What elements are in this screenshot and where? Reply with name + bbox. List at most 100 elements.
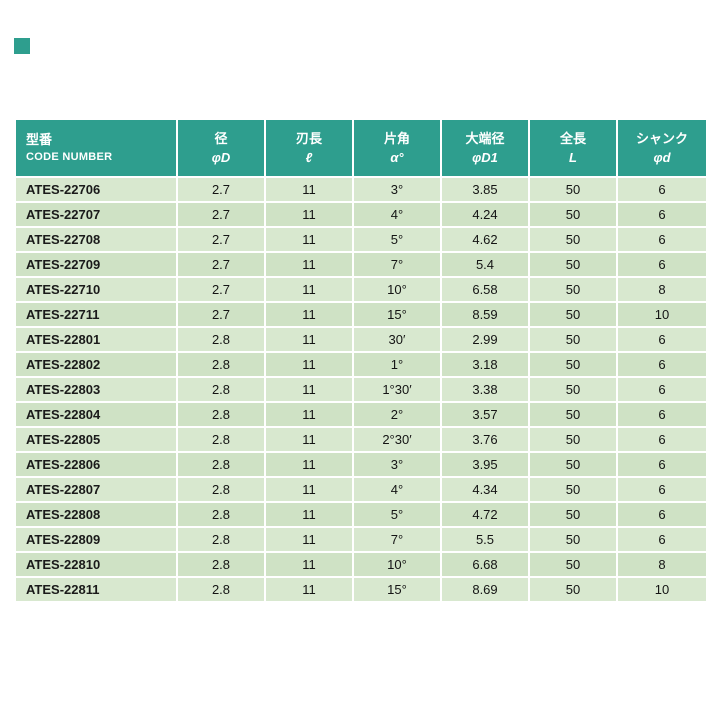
value-cell: 2.8 xyxy=(176,451,266,478)
value-cell: 15° xyxy=(352,576,442,603)
value-cell: 2° xyxy=(352,401,442,428)
value-cell: 11 xyxy=(264,576,354,603)
value-cell: 50 xyxy=(528,526,618,553)
header-flute-length-jp: 刃長 xyxy=(295,130,322,146)
value-cell: 2.7 xyxy=(176,176,266,203)
header-code-number: 型番 CODE NUMBER xyxy=(14,118,178,178)
code-number-cell: ATES-22804 xyxy=(14,401,178,428)
value-cell: 2.7 xyxy=(176,276,266,303)
value-cell: 6 xyxy=(616,351,708,378)
code-number-cell: ATES-22806 xyxy=(14,451,178,478)
value-cell: 11 xyxy=(264,226,354,253)
value-cell: 6 xyxy=(616,376,708,403)
value-cell: 4.72 xyxy=(440,501,530,528)
table-row: ATES-22806 2.8 11 3° 3.95 50 6 xyxy=(14,451,708,478)
value-cell: 8 xyxy=(616,551,708,578)
value-cell: 15° xyxy=(352,301,442,328)
value-cell: 2.8 xyxy=(176,401,266,428)
code-number-cell: ATES-22801 xyxy=(14,326,178,353)
table-row: ATES-22711 2.7 11 15° 8.59 50 10 xyxy=(14,301,708,328)
table-row: ATES-22805 2.8 11 2°30′ 3.76 50 6 xyxy=(14,426,708,453)
header-overall-length: 全長 L xyxy=(528,118,618,178)
header-code-sub: CODE NUMBER xyxy=(26,150,113,163)
value-cell: 11 xyxy=(264,476,354,503)
code-number-cell: ATES-22710 xyxy=(14,276,178,303)
table-row: ATES-22808 2.8 11 5° 4.72 50 6 xyxy=(14,501,708,528)
header-half-angle: 片角 α° xyxy=(352,118,442,178)
header-code-jp: 型番 xyxy=(26,132,53,148)
header-overall-length-jp: 全長 xyxy=(559,130,586,146)
value-cell: 2.8 xyxy=(176,326,266,353)
code-number-cell: ATES-22805 xyxy=(14,426,178,453)
value-cell: 11 xyxy=(264,401,354,428)
value-cell: 3.18 xyxy=(440,351,530,378)
value-cell: 50 xyxy=(528,276,618,303)
value-cell: 3.57 xyxy=(440,401,530,428)
value-cell: 50 xyxy=(528,351,618,378)
table-row: ATES-22804 2.8 11 2° 3.57 50 6 xyxy=(14,401,708,428)
value-cell: 1°30′ xyxy=(352,376,442,403)
value-cell: 11 xyxy=(264,251,354,278)
value-cell: 11 xyxy=(264,376,354,403)
value-cell: 2.7 xyxy=(176,301,266,328)
value-cell: 5.4 xyxy=(440,251,530,278)
code-number-cell: ATES-22809 xyxy=(14,526,178,553)
value-cell: 50 xyxy=(528,451,618,478)
table-row: ATES-22708 2.7 11 5° 4.62 50 6 xyxy=(14,226,708,253)
header-large-end-diameter: 大端径 φD1 xyxy=(440,118,530,178)
value-cell: 4.34 xyxy=(440,476,530,503)
value-cell: 30′ xyxy=(352,326,442,353)
code-number-cell: ATES-22711 xyxy=(14,301,178,328)
table-row: ATES-22810 2.8 11 10° 6.68 50 8 xyxy=(14,551,708,578)
table-row: ATES-22706 2.7 11 3° 3.85 50 6 xyxy=(14,176,708,203)
header-large-end-diameter-sub: φD1 xyxy=(472,149,498,165)
code-number-cell: ATES-22707 xyxy=(14,201,178,228)
value-cell: 6.68 xyxy=(440,551,530,578)
value-cell: 4° xyxy=(352,201,442,228)
value-cell: 5° xyxy=(352,226,442,253)
value-cell: 6 xyxy=(616,326,708,353)
value-cell: 2.7 xyxy=(176,251,266,278)
value-cell: 11 xyxy=(264,276,354,303)
value-cell: 4.24 xyxy=(440,201,530,228)
value-cell: 6 xyxy=(616,451,708,478)
code-number-cell: ATES-22811 xyxy=(14,576,178,603)
value-cell: 6 xyxy=(616,201,708,228)
value-cell: 10 xyxy=(616,301,708,328)
table-row: ATES-22710 2.7 11 10° 6.58 50 8 xyxy=(14,276,708,303)
value-cell: 11 xyxy=(264,551,354,578)
value-cell: 11 xyxy=(264,501,354,528)
value-cell: 1° xyxy=(352,351,442,378)
value-cell: 50 xyxy=(528,251,618,278)
value-cell: 2.99 xyxy=(440,326,530,353)
value-cell: 3.85 xyxy=(440,176,530,203)
value-cell: 5.5 xyxy=(440,526,530,553)
spec-table: 型番 CODE NUMBER 径 φD 刃長 ℓ 片角 α° 大端径 φD1 全… xyxy=(14,118,708,603)
value-cell: 2.7 xyxy=(176,201,266,228)
value-cell: 50 xyxy=(528,201,618,228)
value-cell: 11 xyxy=(264,326,354,353)
value-cell: 6 xyxy=(616,176,708,203)
value-cell: 3.38 xyxy=(440,376,530,403)
code-number-cell: ATES-22709 xyxy=(14,251,178,278)
value-cell: 6.58 xyxy=(440,276,530,303)
value-cell: 11 xyxy=(264,451,354,478)
code-number-cell: ATES-22808 xyxy=(14,501,178,528)
header-half-angle-sub: α° xyxy=(390,149,404,165)
value-cell: 50 xyxy=(528,401,618,428)
value-cell: 7° xyxy=(352,251,442,278)
value-cell: 11 xyxy=(264,301,354,328)
table-row: ATES-22709 2.7 11 7° 5.4 50 6 xyxy=(14,251,708,278)
value-cell: 4.62 xyxy=(440,226,530,253)
value-cell: 6 xyxy=(616,526,708,553)
header-overall-length-sub: L xyxy=(569,149,577,165)
value-cell: 11 xyxy=(264,526,354,553)
value-cell: 50 xyxy=(528,576,618,603)
code-number-cell: ATES-22807 xyxy=(14,476,178,503)
code-number-cell: ATES-22803 xyxy=(14,376,178,403)
header-row: 型番 CODE NUMBER 径 φD 刃長 ℓ 片角 α° 大端径 φD1 全… xyxy=(14,118,708,178)
table-row: ATES-22803 2.8 11 1°30′ 3.38 50 6 xyxy=(14,376,708,403)
value-cell: 2.8 xyxy=(176,376,266,403)
value-cell: 10° xyxy=(352,551,442,578)
value-cell: 3° xyxy=(352,451,442,478)
